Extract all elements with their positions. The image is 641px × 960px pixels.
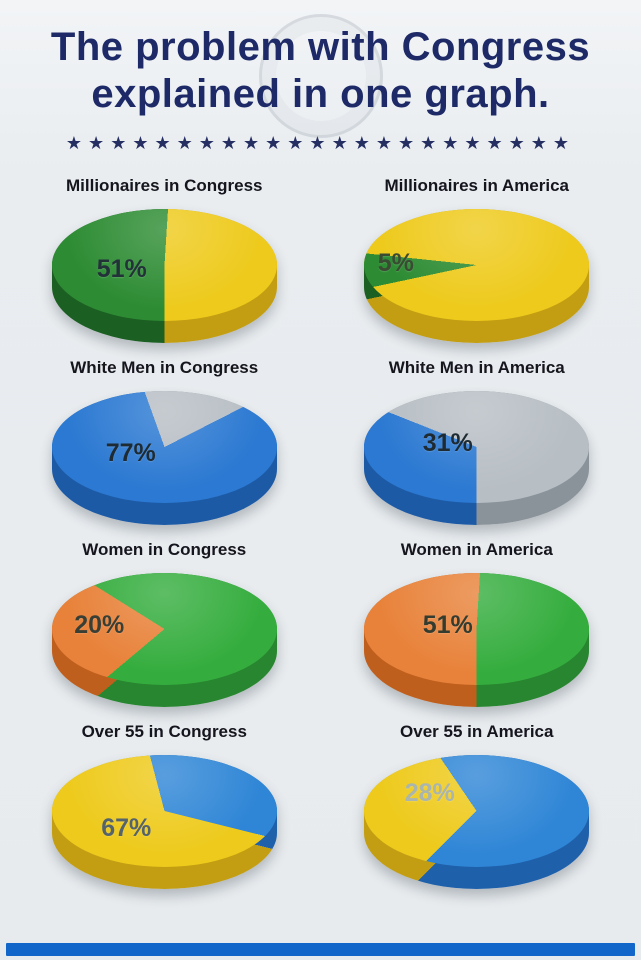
chart-title: Millionaires in America: [384, 176, 570, 196]
pie-chart: 31%: [364, 391, 590, 526]
pie-chart: 5%: [364, 209, 590, 344]
pie-top: [364, 755, 590, 868]
chart-women-in-congress: Women in Congress 20%: [8, 524, 321, 708]
page-title: The problem with Congress explained in o…: [0, 0, 641, 118]
chart-title: White Men in America: [388, 358, 565, 378]
pie-percentage-label: 67%: [101, 813, 152, 842]
pie-chart: 77%: [51, 391, 277, 526]
pie-percentage-label: 77%: [105, 439, 156, 468]
pie-chart: 51%: [51, 209, 277, 344]
chart-millionaires-in-america: Millionaires in America 5%: [321, 160, 634, 344]
pie-top: [51, 209, 277, 322]
chart-women-in-america: Women in America 51%: [321, 524, 634, 708]
pie-percentage-label: 31%: [422, 428, 473, 457]
chart-title: Over 55 in Congress: [81, 722, 247, 742]
charts-grid: Millionaires in Congress 51% Millionaire…: [0, 160, 641, 890]
pie-chart: 28%: [364, 755, 590, 890]
page-title-line2: explained in one graph.: [91, 72, 550, 117]
chart-millionaires-in-congress: Millionaires in Congress 51%: [8, 160, 321, 344]
page-title-line1: The problem with Congress: [50, 25, 591, 69]
pie-top: [364, 573, 590, 686]
chart-over-55-in-america: Over 55 in America 28%: [321, 706, 634, 890]
chart-title: White Men in Congress: [70, 358, 259, 378]
pie-top: [51, 755, 277, 868]
chart-title: Women in Congress: [82, 540, 247, 560]
pie-percentage-label: 28%: [404, 779, 455, 808]
pie-percentage-label: 51%: [422, 610, 473, 639]
watermark-circle: [258, 14, 383, 138]
chart-title: Over 55 in America: [400, 722, 554, 742]
pie-top: [51, 573, 277, 686]
pie-top: [51, 391, 277, 504]
chart-white-men-in-america: White Men in America 31%: [321, 342, 634, 526]
pie-top: [364, 391, 590, 504]
pie-percentage-label: 20%: [74, 610, 125, 639]
chart-white-men-in-congress: White Men in Congress 77%: [8, 342, 321, 526]
pie-chart: 20%: [51, 573, 277, 708]
stars-row: ★★★★★★★★★★★★★★★★★★★★★★★: [65, 133, 576, 154]
pie-chart: 51%: [364, 573, 590, 708]
chart-title: Women in America: [400, 540, 553, 560]
pie-top: [364, 209, 590, 322]
pie-chart: 67%: [51, 755, 277, 890]
chart-title: Millionaires in Congress: [66, 176, 263, 196]
footer-bar: [6, 943, 635, 956]
chart-over-55-in-congress: Over 55 in Congress 67%: [8, 706, 321, 890]
pie-percentage-label: 5%: [377, 249, 414, 278]
pie-percentage-label: 51%: [96, 254, 147, 283]
